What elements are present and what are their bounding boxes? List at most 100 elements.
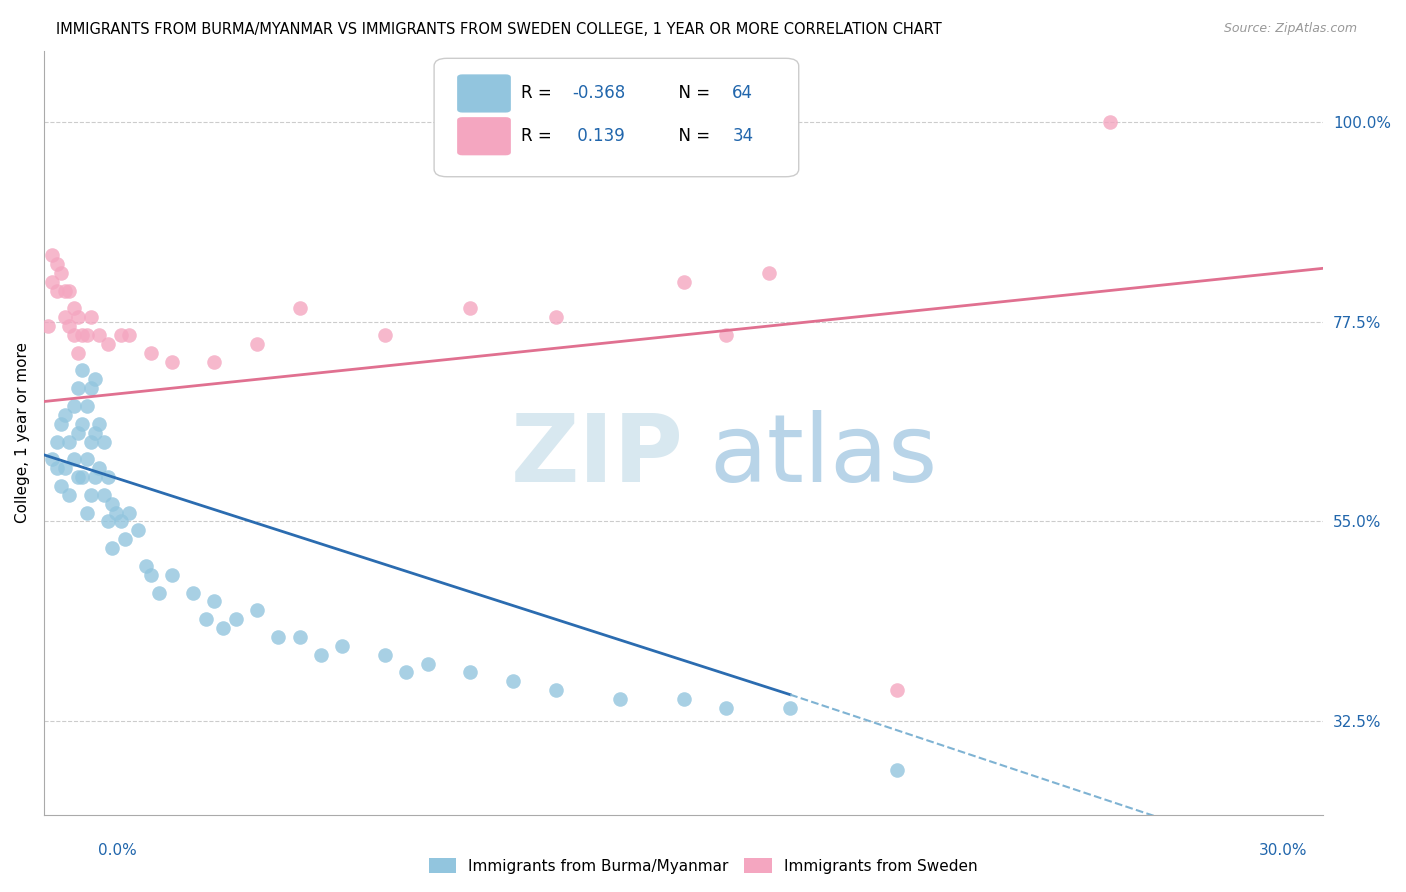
Point	[101, 497, 124, 511]
Point	[672, 275, 695, 289]
Point	[76, 506, 98, 520]
Point	[62, 399, 84, 413]
Point	[37, 319, 59, 334]
Point	[53, 310, 76, 325]
Point	[309, 648, 332, 662]
Point	[80, 381, 103, 395]
Point	[139, 567, 162, 582]
Point	[118, 506, 141, 520]
Point	[225, 612, 247, 626]
Point	[76, 452, 98, 467]
Point	[886, 683, 908, 698]
Point	[110, 327, 132, 342]
Point	[89, 417, 111, 431]
Point	[58, 284, 80, 298]
Point	[886, 763, 908, 777]
Point	[105, 506, 128, 520]
Point	[1099, 114, 1122, 128]
Point	[89, 461, 111, 475]
Point	[53, 284, 76, 298]
Text: 0.139: 0.139	[572, 128, 626, 145]
Point	[194, 612, 217, 626]
Text: N =: N =	[668, 85, 716, 103]
Y-axis label: College, 1 year or more: College, 1 year or more	[15, 343, 30, 523]
Text: N =: N =	[668, 128, 716, 145]
Point	[139, 345, 162, 359]
Point	[416, 657, 439, 671]
Point	[49, 479, 72, 493]
Point	[66, 345, 89, 359]
Text: 64: 64	[733, 85, 754, 103]
Point	[80, 488, 103, 502]
Point	[72, 470, 94, 484]
Point	[66, 381, 89, 395]
Point	[58, 488, 80, 502]
Text: R =: R =	[522, 128, 557, 145]
Point	[135, 558, 157, 573]
Point	[80, 434, 103, 449]
Point	[41, 452, 63, 467]
Point	[204, 354, 226, 368]
Text: atlas: atlas	[709, 409, 938, 501]
Point	[84, 470, 107, 484]
Point	[148, 585, 170, 599]
Text: IMMIGRANTS FROM BURMA/MYANMAR VS IMMIGRANTS FROM SWEDEN COLLEGE, 1 YEAR OR MORE : IMMIGRANTS FROM BURMA/MYANMAR VS IMMIGRA…	[56, 22, 942, 37]
Point	[58, 434, 80, 449]
Point	[288, 630, 311, 644]
Point	[45, 257, 67, 271]
Point	[374, 648, 396, 662]
Point	[779, 701, 801, 715]
Point	[97, 515, 120, 529]
Point	[160, 567, 183, 582]
Point	[62, 452, 84, 467]
Point	[41, 248, 63, 262]
Text: R =: R =	[522, 85, 557, 103]
Point	[212, 621, 235, 635]
Point	[460, 301, 482, 316]
Point	[246, 603, 269, 617]
Point	[502, 674, 524, 689]
Point	[97, 470, 120, 484]
Point	[460, 665, 482, 680]
FancyBboxPatch shape	[457, 74, 510, 112]
Point	[267, 630, 290, 644]
Point	[93, 434, 115, 449]
Point	[716, 327, 738, 342]
Point	[45, 284, 67, 298]
Point	[45, 434, 67, 449]
Point	[84, 425, 107, 440]
Point	[76, 327, 98, 342]
Text: -0.368: -0.368	[572, 85, 626, 103]
Point	[246, 336, 269, 351]
Point	[66, 310, 89, 325]
Point	[395, 665, 418, 680]
Point	[62, 327, 84, 342]
Text: 0.0%: 0.0%	[98, 843, 138, 858]
Point	[53, 461, 76, 475]
Point	[49, 266, 72, 280]
Point	[49, 417, 72, 431]
Point	[45, 461, 67, 475]
Text: Source: ZipAtlas.com: Source: ZipAtlas.com	[1223, 22, 1357, 36]
Point	[118, 327, 141, 342]
Point	[72, 363, 94, 377]
Point	[181, 585, 204, 599]
Point	[110, 515, 132, 529]
Point	[101, 541, 124, 555]
Point	[89, 327, 111, 342]
Point	[80, 310, 103, 325]
Point	[288, 301, 311, 316]
Point	[544, 683, 567, 698]
Point	[332, 639, 354, 653]
FancyBboxPatch shape	[434, 58, 799, 177]
Point	[72, 417, 94, 431]
Point	[374, 327, 396, 342]
Point	[544, 310, 567, 325]
Point	[62, 301, 84, 316]
Point	[160, 354, 183, 368]
Point	[66, 425, 89, 440]
Text: 34: 34	[733, 128, 754, 145]
Point	[672, 692, 695, 706]
Point	[114, 532, 136, 546]
Text: ZIP: ZIP	[510, 409, 683, 501]
